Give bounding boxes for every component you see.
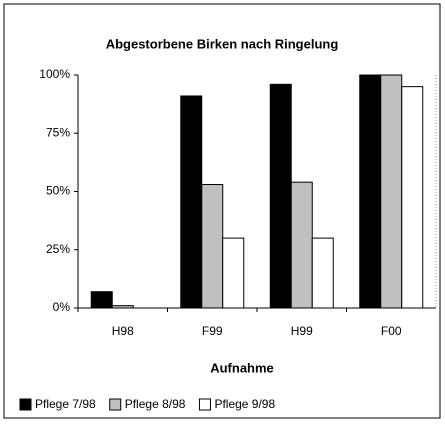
legend-swatch (19, 398, 32, 411)
bar (222, 237, 245, 309)
legend-swatch (109, 398, 122, 411)
y-tick-label: 0% (53, 300, 71, 314)
bar (290, 181, 313, 309)
legend-label: Pflege 9/98 (214, 397, 275, 411)
bar (90, 291, 113, 309)
chart-title: Abgestorbene Birken nach Ringelung (106, 36, 339, 51)
y-tick-label: 50% (46, 184, 70, 198)
y-tick-label: 100% (39, 67, 70, 81)
bar (201, 184, 224, 309)
bar (380, 74, 403, 309)
y-tick-label: 25% (46, 242, 70, 256)
bar (359, 74, 382, 309)
x-axis-title: Aufnahme (210, 360, 274, 375)
legend-label: Pflege 7/98 (35, 397, 96, 411)
bar (180, 95, 203, 309)
legend-swatch (198, 398, 211, 411)
x-tick-label: H98 (112, 324, 134, 338)
x-tick-label: F99 (202, 324, 223, 338)
x-tick-label: H99 (291, 324, 313, 338)
legend-label: Pflege 8/98 (125, 397, 186, 411)
bar (269, 83, 292, 309)
x-tick-label: F00 (381, 324, 402, 338)
bar (401, 86, 424, 309)
bar (311, 237, 334, 309)
y-tick-label: 75% (46, 125, 70, 139)
